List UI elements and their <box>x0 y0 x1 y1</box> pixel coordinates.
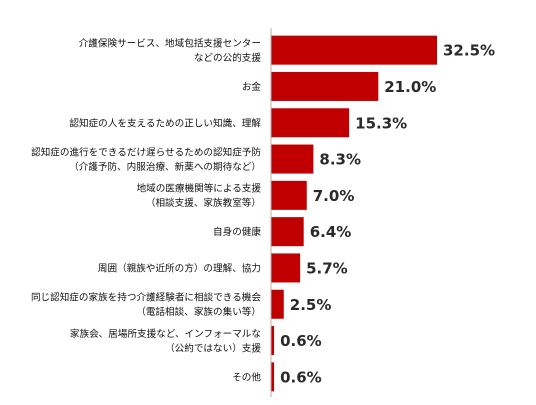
category-label-5-line-0: 自身の健康 <box>213 226 261 238</box>
bar-3 <box>271 144 314 174</box>
category-label-6-line-0: 周囲（親族や近所の方）の理解、協力 <box>98 262 261 274</box>
value-label-5: 6.4% <box>310 223 352 241</box>
category-label-0-line-1: などの公的支援 <box>194 52 262 64</box>
value-label-0: 32.5% <box>443 42 495 60</box>
category-label-0-line-0: 介護保険サービス、地域包括支援センター <box>79 37 261 49</box>
value-label-4: 7.0% <box>313 187 355 205</box>
bar-9 <box>271 362 275 392</box>
category-label-2-line-0: 認知症の人を支えるための正しい知識、理解 <box>69 117 261 129</box>
category-label-9-line-0: その他 <box>232 371 261 383</box>
category-labels-group: 介護保険サービス、地域包括支援センターなどの公的支援お金認知症の人を支えるための… <box>31 37 261 383</box>
category-label-3-line-0: 認知症の進行をできるだけ遅らせるための認知症予防 <box>31 146 261 158</box>
bar-4 <box>271 180 307 210</box>
category-label-8-line-1: （公約ではない）支援 <box>165 342 261 354</box>
category-label-4-line-0: 地域の医療機関等による支援 <box>137 183 262 195</box>
category-label-8-line-0: 家族会、居場所支援など、インフォーマルな <box>70 328 261 340</box>
category-label-7-line-0: 同じ認知症の家族を持つ介護経験者に相談できる機会 <box>31 292 261 304</box>
category-label-7-line-1: （電話相談、家族の集い等） <box>136 306 261 318</box>
value-label-6: 5.7% <box>306 259 348 277</box>
value-label-8: 0.6% <box>280 332 322 350</box>
value-label-3: 8.3% <box>319 151 361 169</box>
value-labels-group: 32.5% 21.0% 15.3% 8.3% 7.0% 6.4% 5.7% 2.5% 0.6% 0… <box>280 42 495 387</box>
value-label-2: 15.3% <box>355 114 407 132</box>
bar-5 <box>271 217 304 247</box>
bar-8 <box>271 326 275 356</box>
bar-6 <box>271 253 301 283</box>
category-label-1-line-0: お金 <box>242 81 262 93</box>
bar-0 <box>271 35 437 65</box>
bar-7 <box>271 289 284 319</box>
bars-group <box>271 35 437 392</box>
bar-1 <box>271 71 379 101</box>
value-label-7: 2.5% <box>290 296 332 314</box>
category-label-4-line-1: （相談支援、家族教室等） <box>146 197 261 209</box>
value-label-9: 0.6% <box>280 368 322 386</box>
category-label-3-line-1: （介護予防、内服治療、新薬への期待など） <box>69 161 261 173</box>
value-label-1: 21.0% <box>384 78 436 96</box>
bar-2 <box>271 108 350 138</box>
